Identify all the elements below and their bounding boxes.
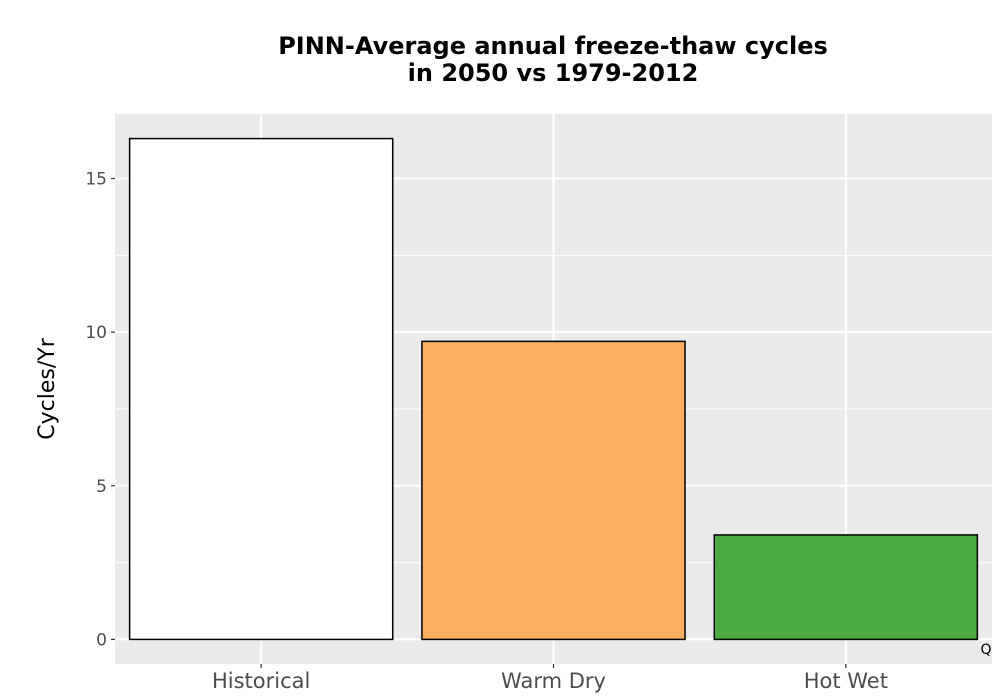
- x-tick-label: Hot Wet: [804, 669, 888, 693]
- y-tick-label: 5: [96, 477, 107, 497]
- y-axis-ticks: 0 5 10 15: [85, 170, 115, 650]
- bars-group: [128, 137, 979, 641]
- corner-mark-q: Q: [980, 642, 991, 658]
- chart-title-line-2: in 2050 vs 1979-2012: [408, 59, 699, 87]
- bar-hot-wet: [713, 534, 979, 641]
- x-tick-label: Warm Dry: [501, 669, 606, 693]
- y-tick-label: 15: [85, 170, 107, 190]
- chart-title-line-1: PINN-Average annual freeze-thaw cycles: [278, 32, 828, 60]
- x-axis-ticks: Historical Warm Dry Hot Wet: [212, 664, 888, 693]
- bar-warm-dry: [421, 340, 686, 641]
- y-tick-label: 10: [85, 323, 107, 343]
- x-tick-label: Historical: [212, 669, 310, 693]
- y-axis-title: Cycles/Yr: [35, 337, 60, 439]
- bar-historical: [128, 137, 394, 641]
- y-tick-label: 0: [96, 630, 107, 650]
